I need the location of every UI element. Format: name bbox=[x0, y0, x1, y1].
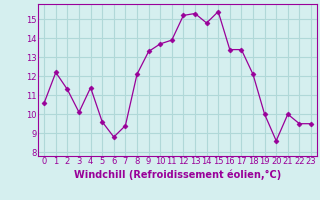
X-axis label: Windchill (Refroidissement éolien,°C): Windchill (Refroidissement éolien,°C) bbox=[74, 169, 281, 180]
